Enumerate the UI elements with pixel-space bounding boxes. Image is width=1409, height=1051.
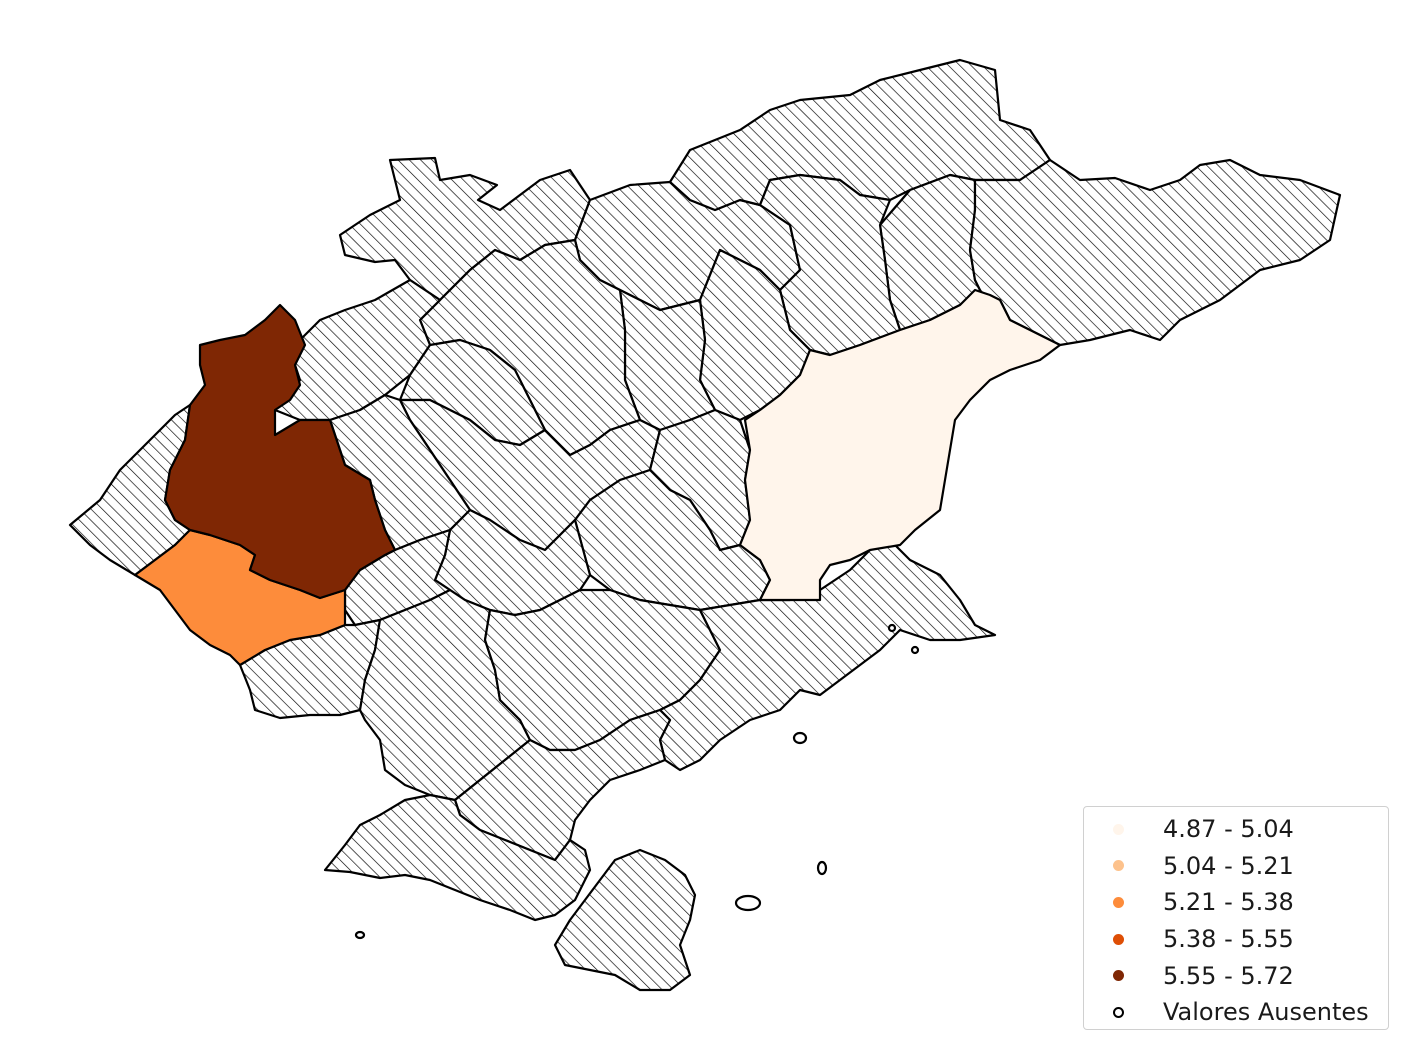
legend-label: 5.55 - 5.72 (1163, 961, 1294, 990)
legend-label: 5.04 - 5.21 (1163, 851, 1294, 880)
legend-label: 5.21 - 5.38 (1163, 888, 1294, 917)
island (354, 930, 366, 940)
legend-item: 5.38 - 5.55 (1084, 921, 1388, 958)
region-missing (323, 793, 592, 922)
legend-swatch (1113, 970, 1124, 982)
legend-swatch-missing (1113, 1006, 1124, 1018)
legend-label: 5.38 - 5.55 (1163, 925, 1294, 954)
region-missing (553, 848, 697, 992)
legend-item: 5.55 - 5.72 (1084, 957, 1388, 994)
region-missing (758, 173, 902, 357)
island (792, 731, 808, 745)
island (734, 894, 762, 912)
legend-item: 5.04 - 5.21 (1084, 848, 1388, 885)
legend-swatch (1113, 896, 1124, 908)
legend: 4.87 - 5.04 5.04 - 5.21 5.21 - 5.38 5.38… (1083, 806, 1389, 1030)
data-regions (133, 288, 1062, 667)
missing-regions (68, 58, 1342, 992)
region-missing (968, 158, 1342, 347)
legend-swatch (1113, 823, 1124, 835)
legend-swatch (1113, 933, 1124, 945)
legend-item: 5.21 - 5.38 (1084, 884, 1388, 921)
small-islands (354, 623, 920, 940)
region-4-87-5-04 (738, 288, 1062, 602)
legend-label-missing: Valores Ausentes (1163, 998, 1369, 1027)
legend-item-missing: Valores Ausentes (1084, 994, 1388, 1031)
island (816, 860, 828, 876)
legend-item: 4.87 - 5.04 (1084, 811, 1388, 848)
legend-label: 4.87 - 5.04 (1163, 815, 1294, 844)
island (910, 645, 920, 655)
island (887, 623, 897, 633)
legend-swatch (1113, 860, 1124, 872)
region-5-55-5-72 (163, 303, 397, 600)
